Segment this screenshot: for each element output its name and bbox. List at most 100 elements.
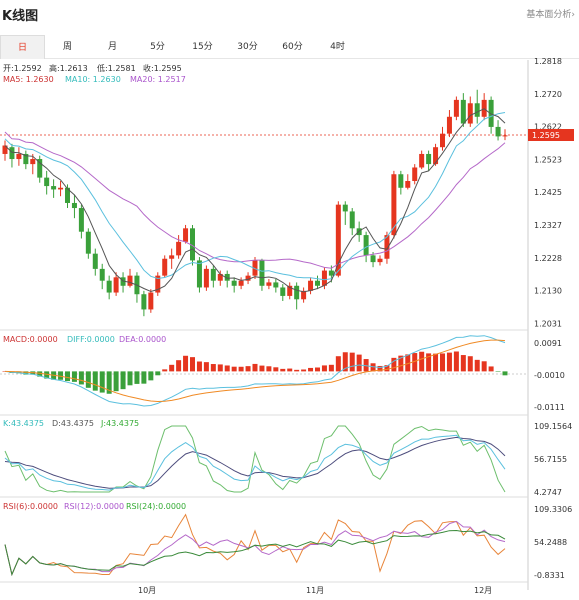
- fundamental-analysis-link[interactable]: 基本面分析›: [526, 10, 575, 20]
- macd-bar: [342, 352, 348, 372]
- macd-bar: [71, 371, 77, 382]
- tab-30min[interactable]: 30分: [237, 42, 258, 52]
- candle-body: [23, 153, 29, 165]
- tab-month[interactable]: 月: [107, 42, 117, 52]
- candle-body: [328, 270, 334, 276]
- macd-bar: [315, 367, 320, 372]
- macd-bar: [266, 366, 272, 372]
- candle-body: [384, 235, 390, 259]
- macd-bar: [467, 356, 473, 372]
- rsi-axis-mid: 54.2488: [534, 538, 567, 547]
- candle-body: [141, 294, 147, 310]
- candle-body: [196, 260, 202, 288]
- macd-bar: [495, 371, 501, 372]
- open-label: 开:1.2592: [3, 64, 42, 73]
- diff-label: DIFF:0.0000: [67, 335, 115, 344]
- price-axis-label: 1.2425: [534, 188, 562, 197]
- tab-day[interactable]: 日: [0, 35, 45, 59]
- candle-body: [266, 282, 272, 286]
- ma10-line: [4, 112, 506, 281]
- macd-bar: [405, 354, 411, 372]
- candle-body: [169, 255, 175, 259]
- candle-body: [78, 208, 84, 232]
- macd-bar: [176, 360, 182, 372]
- macd-bar: [92, 371, 98, 391]
- tab-4hour[interactable]: 4时: [330, 42, 345, 52]
- macd-bar: [398, 355, 404, 372]
- candle-body: [342, 204, 348, 212]
- macd-bar: [134, 371, 140, 384]
- ma20-label: MA20: 1.2517: [130, 75, 186, 84]
- macd-bar: [99, 371, 105, 393]
- candle-body: [30, 159, 36, 165]
- candle-body: [405, 181, 411, 188]
- candle-body: [238, 280, 244, 286]
- candle-body: [349, 211, 355, 229]
- header: K线图 基本面分析›: [0, 0, 579, 28]
- candle-body: [99, 268, 105, 281]
- candle-body: [321, 270, 327, 286]
- kdj-axis-bottom: 4.2747: [534, 488, 562, 497]
- tab-week[interactable]: 周: [62, 42, 72, 52]
- macd-axis-top: 0.0091: [534, 339, 562, 348]
- candle-body: [92, 253, 98, 269]
- macd-bar: [377, 365, 383, 372]
- macd-bar: [412, 353, 418, 372]
- candle-body: [37, 159, 43, 178]
- macd-axis-mid: -0.0010: [534, 371, 565, 380]
- macd-bar: [481, 361, 487, 372]
- ma5-line: [4, 108, 506, 293]
- price-axis-label: 1.2720: [534, 90, 562, 99]
- k-label: K:43.4375: [3, 419, 44, 428]
- macd-bar: [460, 355, 466, 372]
- macd-bar: [335, 356, 341, 372]
- kdj-axis-top: 109.1564: [534, 422, 572, 431]
- candle-body: [231, 280, 237, 286]
- candle-body: [58, 187, 64, 190]
- rsi6-line: [4, 513, 506, 577]
- macd-bar: [183, 355, 189, 372]
- candle-body: [474, 103, 480, 117]
- candle-body: [162, 258, 168, 276]
- macd-bar: [106, 371, 112, 394]
- j-line: [4, 425, 506, 493]
- candle-body: [44, 177, 50, 187]
- macd-bar: [321, 365, 327, 372]
- macd-bar: [252, 363, 258, 372]
- candle-body: [502, 135, 508, 137]
- dea-line: [4, 339, 506, 403]
- macd-bar: [349, 352, 355, 372]
- candle-body: [16, 153, 22, 160]
- candle-body: [315, 280, 320, 286]
- candle-body: [245, 275, 251, 281]
- candle-body: [467, 103, 473, 124]
- candle-body: [488, 99, 494, 127]
- kdj-axis-mid: 56.7155: [534, 455, 567, 464]
- tab-60min[interactable]: 60分: [282, 42, 303, 52]
- macd-bar: [113, 371, 119, 392]
- diff-line: [4, 335, 506, 407]
- candle-body: [426, 153, 432, 165]
- k-line: [4, 434, 506, 491]
- candle-body: [398, 174, 404, 188]
- tab-15min[interactable]: 15分: [192, 42, 213, 52]
- macd-bar: [85, 371, 91, 388]
- tab-5min[interactable]: 5分: [150, 42, 165, 52]
- macd-bar: [217, 364, 223, 372]
- price-axis-label: 1.2228: [534, 254, 562, 263]
- candle-body: [2, 145, 8, 154]
- candle-body: [65, 187, 70, 203]
- price-axis-label: 1.2130: [534, 287, 562, 296]
- macd-bar: [433, 353, 439, 372]
- candle-body: [308, 280, 314, 291]
- candle-body: [120, 277, 126, 286]
- current-price-tag: [528, 129, 574, 141]
- candle-body: [259, 260, 265, 286]
- macd-bar: [203, 362, 209, 372]
- candle-body: [363, 235, 369, 256]
- macd-bar: [356, 354, 362, 372]
- price-axis-label: 1.2031: [534, 319, 562, 328]
- macd-bar: [141, 371, 147, 384]
- candle-body: [273, 282, 279, 288]
